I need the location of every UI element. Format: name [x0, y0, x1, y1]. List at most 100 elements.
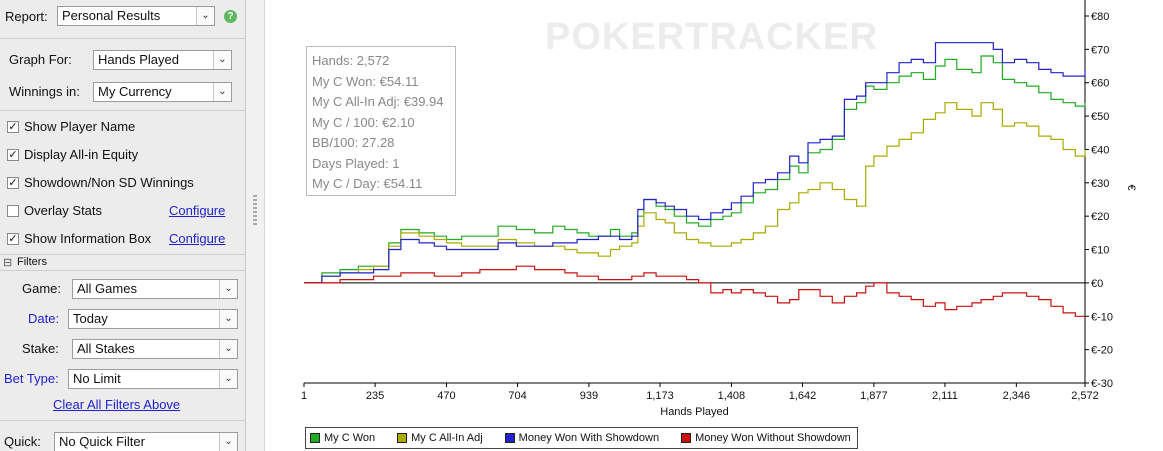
show-player-name-label: Show Player Name — [24, 119, 136, 134]
info-bb-100: BB/100: 27.28 — [312, 135, 395, 150]
legend-label: Money Won Without Showdown — [695, 432, 851, 444]
x-tick-label: 1 — [301, 390, 307, 402]
display-all-in-equity-label: Display All-in Equity — [24, 147, 139, 162]
divider — [0, 254, 245, 255]
y-tick-label: €-30 — [1091, 378, 1113, 390]
chevron-down-icon[interactable]: ⌄ — [219, 370, 237, 388]
x-axis-label: Hands Played — [660, 406, 729, 418]
collapse-icon[interactable]: ⊟ — [3, 257, 13, 269]
x-tick-label: 2,572 — [1071, 390, 1099, 402]
x-tick-label: 1,642 — [789, 390, 817, 402]
info-days-played: Days Played: 1 — [312, 155, 400, 171]
y-tick-label: €60 — [1091, 78, 1109, 90]
legend-item-non-showdown: Money Won Without Showdown — [681, 432, 851, 444]
stake-value: All Stakes — [77, 341, 135, 356]
clear-all-filters-link[interactable]: Clear All Filters Above — [53, 397, 181, 412]
game-label: Game: — [22, 281, 62, 296]
series-line-1 — [304, 102, 1086, 284]
info-all-in-adj: My C All-In Adj: €39.94 — [312, 94, 444, 109]
showdown-winnings-label: Showdown/Non SD Winnings — [24, 175, 194, 190]
bet-type-select[interactable]: No Limit ⌄ — [68, 369, 238, 389]
x-tick-label: 2,111 — [932, 390, 958, 402]
information-box: Hands: 2,572 My C Won: €54.11 My C All-I… — [306, 46, 456, 196]
show-player-name-checkbox[interactable]: ✓ — [7, 121, 19, 133]
x-tick-label: 1,408 — [718, 390, 746, 402]
divider — [0, 38, 245, 39]
bet-type-label[interactable]: Bet Type: — [4, 371, 59, 386]
information-box-configure-link[interactable]: Configure — [169, 231, 226, 246]
legend-swatch — [504, 433, 515, 443]
panel-splitter[interactable] — [246, 0, 265, 451]
x-tick-label: 1,877 — [860, 390, 888, 402]
winnings-in-value: My Currency — [98, 84, 172, 99]
x-tick-label: 2,346 — [1003, 390, 1031, 402]
x-tick-label: 939 — [580, 390, 598, 402]
settings-panel: Report: Personal Results ⌄ ? Graph For: … — [0, 0, 246, 451]
graph-for-value: Hands Played — [98, 52, 179, 67]
date-select[interactable]: Today ⌄ — [68, 309, 238, 329]
legend-swatch — [397, 433, 408, 443]
chevron-down-icon[interactable]: ⌄ — [213, 51, 231, 69]
chevron-down-icon[interactable]: ⌄ — [219, 310, 237, 328]
graph-for-select[interactable]: Hands Played ⌄ — [93, 50, 232, 70]
x-tick-label: 235 — [366, 390, 384, 402]
splitter-grip[interactable] — [253, 195, 257, 225]
y-tick-label: €10 — [1091, 245, 1109, 257]
bet-type-value: No Limit — [73, 371, 121, 386]
game-select[interactable]: All Games ⌄ — [72, 279, 238, 299]
y-tick-label: €20 — [1091, 211, 1109, 223]
info-won: My C Won: €54.11 — [312, 73, 419, 89]
x-tick-label: 704 — [508, 390, 526, 402]
stake-select[interactable]: All Stakes ⌄ — [72, 339, 238, 359]
show-information-box-label: Show Information Box — [24, 231, 152, 246]
game-value: All Games — [77, 281, 137, 296]
legend-swatch — [310, 433, 320, 443]
legend-label: My C Won — [324, 432, 376, 444]
chevron-down-icon[interactable]: ⌄ — [213, 83, 231, 101]
chevron-down-icon[interactable]: ⌄ — [219, 433, 237, 451]
quick-filter-select[interactable]: No Quick Filter ⌄ — [54, 432, 238, 451]
showdown-winnings-checkbox[interactable]: ✓ — [7, 177, 19, 189]
info-per-100: My C / 100: €2.10 — [312, 114, 415, 130]
info-hands: Hands: 2,572 — [312, 53, 390, 68]
legend-item-my-c-won: My C Won — [310, 432, 375, 444]
y-tick-label: €50 — [1091, 111, 1109, 123]
info-per-day: My C / Day: €54.11 — [312, 176, 423, 191]
overlay-stats-configure-link[interactable]: Configure — [169, 203, 226, 218]
legend-swatch — [681, 433, 692, 443]
overlay-stats-checkbox[interactable] — [7, 205, 19, 217]
chevron-down-icon[interactable]: ⌄ — [219, 280, 237, 298]
legend-label: Money Won With Showdown — [518, 432, 660, 444]
legend-item-all-in-adj: My C All-In Adj — [397, 432, 483, 444]
x-tick-label: 470 — [437, 390, 455, 402]
date-value: Today — [73, 311, 108, 326]
series-line-3 — [304, 265, 1085, 317]
x-tick-label: 1,173 — [646, 390, 674, 402]
y-tick-label: €70 — [1091, 44, 1109, 56]
filters-header: Filters — [17, 256, 47, 268]
divider — [0, 420, 245, 421]
report-label: Report: — [5, 9, 48, 24]
y-tick-label: €-10 — [1091, 311, 1113, 323]
divider — [0, 110, 245, 111]
y-tick-label: €-20 — [1091, 345, 1113, 357]
series-line-2 — [304, 42, 1086, 284]
overlay-stats-label: Overlay Stats — [24, 203, 103, 218]
help-icon[interactable]: ? — [224, 10, 237, 23]
chevron-down-icon[interactable]: ⌄ — [196, 7, 214, 25]
chevron-down-icon[interactable]: ⌄ — [219, 340, 237, 358]
quick-filter-value: No Quick Filter — [59, 434, 145, 449]
graph-canvas: 1 235 470 704 939 1,173 1,408 1,642 1,877 2,111 2,… — [301, 0, 1137, 418]
pokertracker-watermark: POKERTRACKER — [545, 16, 878, 58]
graph-for-label: Graph For: — [9, 52, 72, 67]
winnings-in-select[interactable]: My Currency ⌄ — [93, 82, 232, 102]
y-tick-label: €80 — [1091, 11, 1109, 23]
graph-legend: My C Won My C All-In Adj Money Won With … — [305, 427, 858, 449]
series-line-0 — [304, 55, 1086, 284]
report-select[interactable]: Personal Results ⌄ — [57, 6, 215, 26]
quick-label: Quick: — [4, 434, 41, 449]
results-graph: 1 235 470 704 939 1,173 1,408 1,642 1,877 2,111 2,… — [264, 0, 1163, 451]
display-all-in-equity-checkbox[interactable]: ✓ — [7, 149, 19, 161]
show-information-box-checkbox[interactable]: ✓ — [7, 233, 19, 245]
date-label[interactable]: Date: — [28, 311, 60, 326]
